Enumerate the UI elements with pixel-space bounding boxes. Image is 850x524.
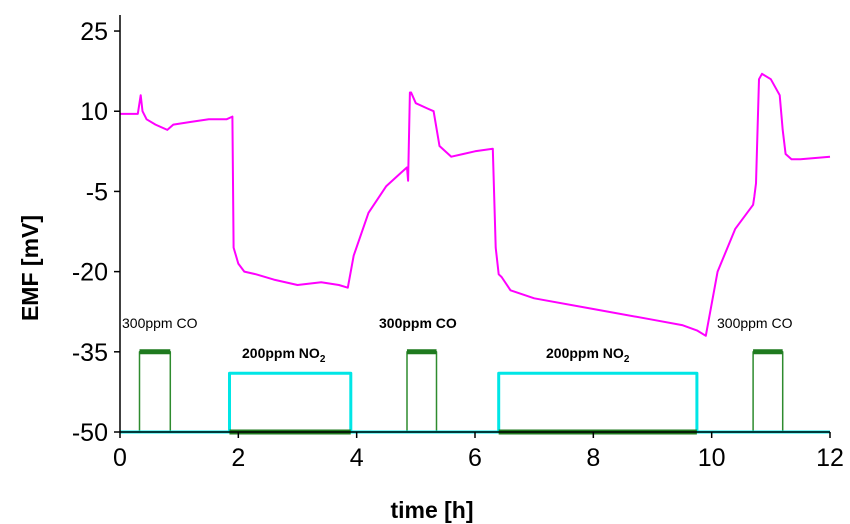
annotation-no2-2-sub: 2 (624, 354, 630, 365)
y-tick-label: -50 (72, 419, 108, 447)
co-exposure-series-line (120, 351, 830, 433)
x-tick-label: 12 (816, 444, 844, 472)
x-tick-label: 2 (231, 444, 245, 472)
y-tick-label: -20 (72, 259, 108, 287)
annotation-no2-1: 200ppm NO2 (242, 345, 326, 365)
x-axis-title: time [h] (390, 497, 473, 523)
emf-series-line (120, 72, 831, 337)
annotation-no2-1-sub: 2 (320, 354, 326, 365)
annotation-co-1: 300ppm CO (122, 315, 198, 331)
y-tick-label: -5 (86, 178, 108, 206)
annotation-co-2: 300ppm CO (379, 315, 457, 331)
x-tick-label: 6 (468, 444, 482, 472)
annotation-no2-1-main: 200ppm NO (242, 345, 320, 361)
axes (119, 15, 830, 433)
y-axis-title: EMF [mV] (17, 215, 43, 321)
annotation-no2-2-main: 200ppm NO (546, 345, 624, 361)
x-tick-label: 4 (350, 444, 364, 472)
annotation-no2-2: 200ppm NO2 (546, 345, 630, 365)
x-tick-label: 0 (113, 444, 127, 472)
y-tick-label: -35 (72, 339, 108, 367)
annotation-co-3: 300ppm CO (717, 315, 793, 331)
no2-exposure-series-line (120, 371, 830, 434)
y-tick-label: 25 (80, 18, 108, 46)
y-tick-label: 10 (80, 98, 108, 126)
x-tick-label: 8 (586, 444, 600, 472)
x-tick-label: 10 (698, 444, 726, 472)
